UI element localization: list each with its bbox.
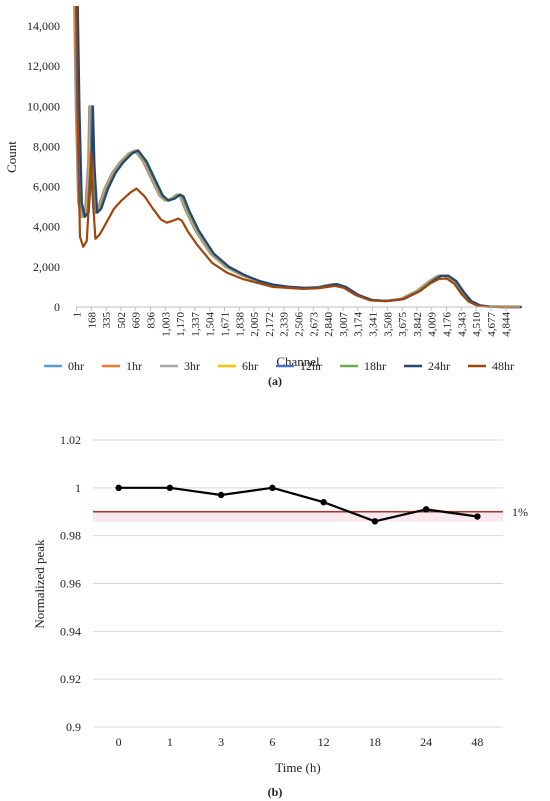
panel-a-y-tick-label: 6,000 [33, 180, 60, 194]
panel-a-caption-label: (a) [268, 374, 282, 388]
panel-b-normalized-peak: 0.9 0.92 0.94 0.96 0.98 1 1.02 1% 0 1 3 6 12 18 24 48… [32, 433, 528, 799]
panel-b-x-tick-label: 24 [420, 735, 432, 749]
panel-a-x-tick-label: 4,343 [456, 312, 468, 337]
legend-label-0hr: 0hr [68, 359, 84, 373]
panel-b-x-tick-label: 12 [318, 735, 330, 749]
panel-b-data-point [371, 518, 379, 525]
panel-b-x-tick-label: 6 [269, 735, 275, 749]
panel-b-data-point [320, 498, 327, 506]
panel-a-channel-spectrum: 02,0004,0006,0008,00010,00012,00014,000 … [4, 5, 522, 388]
panel-a-x-tick-label: 1 [72, 312, 84, 318]
panel-a-x-tick-label: 2,005 [249, 312, 261, 337]
panel-b-y-tick-label: 0.94 [60, 624, 81, 638]
panel-a-x-tick-label: 4,176 [442, 312, 454, 337]
panel-b-x-tick-label: 18 [369, 735, 381, 749]
panel-b-y-tick-label: 1.02 [60, 433, 81, 447]
panel-a-y-tick-label: 14,000 [27, 19, 60, 33]
panel-b-caption-label: (b) [268, 785, 283, 799]
panel-a-series-lines [73, 5, 522, 309]
panel-a-x-ticks: 1 168 335 502 669 836 1,003 1,170 1,337 1,504 1,67… [72, 307, 513, 337]
panel-b-y-tick-label: 0.98 [60, 529, 81, 543]
panel-b-series [115, 484, 481, 525]
panel-a-x-tick-label: 1,504 [205, 312, 217, 337]
legend-label-1hr: 1hr [126, 359, 142, 373]
panel-a-x-tick-label: 1,671 [220, 312, 232, 337]
legend-label-3hr: 3hr [184, 359, 200, 373]
panel-a-x-tick-label: 3,174 [353, 312, 365, 337]
panel-a-x-tick-label: 2,172 [264, 312, 276, 337]
panel-a-x-tick-label: 168 [86, 312, 98, 329]
panel-b-data-point [474, 513, 481, 520]
panel-a-x-tick-label: 1,170 [175, 312, 187, 337]
panel-a-x-tick-label: 3,675 [397, 312, 409, 337]
panel-a-x-tick-label: 3,341 [368, 312, 380, 337]
panel-a-y-tick-label: 4,000 [33, 220, 60, 234]
panel-b-x-tick-label: 1 [167, 735, 173, 749]
panel-a-x-tick-label: 836 [146, 312, 158, 329]
series-line-48hr [74, 5, 520, 309]
panel-b-y-axis-label: Normalized peak [32, 539, 47, 629]
panel-b-data-point [422, 506, 430, 513]
panel-b-x-axis-label: Time (h) [275, 760, 320, 775]
panel-a-y-tick-label: 0 [54, 300, 60, 314]
panel-a-x-tick-label: 2,506 [294, 312, 306, 337]
panel-a-y-tick-label: 2,000 [33, 260, 60, 274]
panel-a-x-tick-label: 2,840 [323, 312, 335, 337]
panel-a-x-tick-label: 3,007 [338, 312, 350, 337]
panel-a-x-tick-label: 1,003 [160, 312, 172, 337]
panel-a-x-tick-label: 3,842 [412, 312, 424, 337]
legend-label-24hr: 24hr [428, 359, 450, 373]
panel-b-reference-label: 1% [512, 505, 528, 519]
panel-b-x-tick-label: 0 [116, 735, 122, 749]
legend-label-48hr: 48hr [492, 359, 514, 373]
panel-a-y-tick-label: 12,000 [27, 59, 60, 73]
panel-a-x-tick-label: 335 [101, 312, 113, 329]
panel-a-x-tick-label: 1,838 [234, 312, 246, 337]
panel-a-x-tick-label: 2,339 [279, 312, 291, 337]
legend-label-12hr: 12hr [300, 359, 322, 373]
panel-a-x-tick-label: 4,844 [501, 312, 513, 337]
panel-b-data-point [269, 484, 276, 492]
panel-a-x-tick-label: 1,337 [190, 312, 202, 337]
panel-a-legend: 0hr 1hr 3hr 6hr 12hr 18hr 24hr 48hr [44, 359, 514, 373]
panel-b-data-point [166, 484, 174, 492]
panel-b-x-ticks: 0 1 3 6 12 18 24 48 [116, 735, 484, 749]
panel-a-x-tick-label: 669 [131, 312, 143, 329]
panel-b-y-tick-label: 1 [75, 481, 81, 495]
panel-b-gridlines: 0.9 0.92 0.94 0.96 0.98 1 1.02 [60, 433, 503, 734]
panel-a-y-tick-label: 8,000 [33, 139, 60, 153]
legend-label-18hr: 18hr [364, 359, 386, 373]
panel-a-x-tick-label: 502 [116, 312, 128, 329]
panel-b-y-tick-label: 0.92 [60, 672, 81, 686]
panel-b-tolerance-band [93, 509, 503, 522]
panel-a-y-ticks: 0 2,000 4,000 6,000 8,000 10,000 12,000 14,000 [27, 19, 60, 314]
series-line-24hr [76, 5, 522, 309]
panel-b-data-point [115, 484, 122, 492]
panel-b-y-tick-label: 0.96 [60, 577, 81, 591]
panel-a-x-tick-label: 4,677 [486, 312, 498, 337]
panel-b-x-tick-label: 48 [471, 735, 483, 749]
panel-b-series-line [118, 486, 478, 523]
panel-b-x-tick-label: 3 [218, 735, 224, 749]
legend-label-6hr: 6hr [242, 359, 258, 373]
panel-a-y-tick-label: 10,000 [27, 99, 60, 113]
panel-a-x-tick-label: 2,673 [308, 312, 320, 337]
panel-a-x-tick-label: 4,009 [427, 312, 439, 337]
panel-a-x-tick-label: 3,508 [382, 312, 394, 337]
panel-b-y-tick-label: 0.9 [66, 720, 81, 734]
panel-a-x-tick-label: 4,510 [471, 312, 483, 337]
panel-a-y-axis-label: Count [4, 141, 19, 173]
panel-b-data-point [217, 491, 225, 499]
